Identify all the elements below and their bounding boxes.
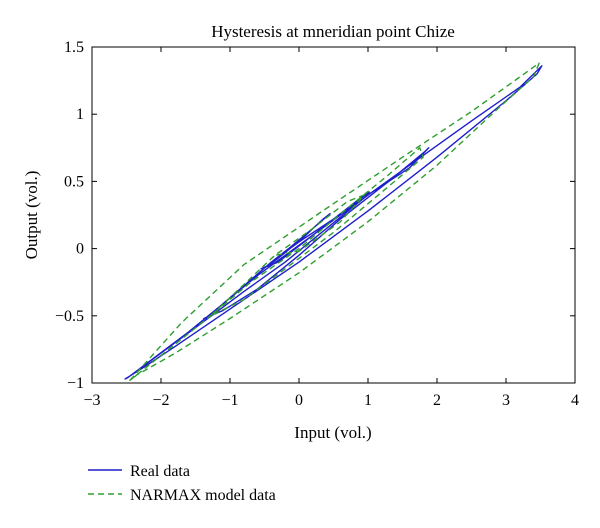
series-line-narmax-model-data (129, 62, 540, 382)
series-layer (124, 62, 543, 382)
y-tick-label: 0 (76, 241, 84, 258)
chart-title: Hysteresis at mneridian point Chize (211, 22, 455, 41)
x-tick-label: −1 (221, 392, 238, 409)
y-tick-label: −0.5 (55, 308, 84, 325)
y-tick-label: 1 (76, 106, 84, 123)
x-tick-label: 1 (364, 392, 372, 409)
y-axis-label: Output (vol.) (22, 171, 41, 260)
legend-label-narmax: NARMAX model data (130, 487, 276, 504)
plot-frame (91, 46, 576, 384)
x-tick-label: 4 (571, 392, 579, 409)
x-tick-label: 0 (295, 392, 303, 409)
y-tick-label: −1 (67, 375, 84, 392)
y-axis-ticks: −1 −0.5 0 0.5 1 1.5 (55, 39, 575, 392)
series-line-real-data (124, 65, 543, 380)
x-axis-ticks: −3 −2 −1 0 1 2 3 4 (83, 47, 579, 409)
legend: Real data NARMAX model data (88, 463, 276, 504)
y-tick-label: 0.5 (64, 173, 84, 190)
x-axis-label: Input (vol.) (294, 423, 371, 442)
x-tick-label: 3 (502, 392, 510, 409)
x-tick-label: 2 (433, 392, 441, 409)
legend-label-real-data: Real data (130, 463, 190, 480)
y-tick-label: 1.5 (64, 39, 84, 56)
x-tick-label: −2 (152, 392, 169, 409)
x-tick-label: −3 (83, 392, 100, 409)
